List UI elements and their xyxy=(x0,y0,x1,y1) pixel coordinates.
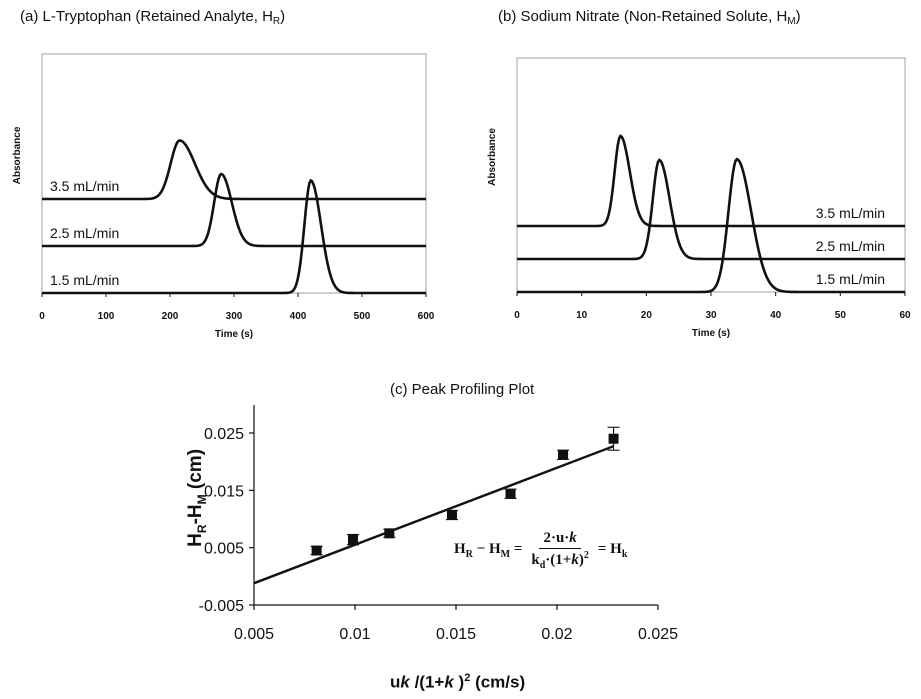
panel-a-xtick-label: 100 xyxy=(98,311,115,322)
panel-c-point xyxy=(506,489,516,499)
panel-c-ylabel: HR-HM (cm) xyxy=(185,449,209,547)
panel-b-xtick-label: 60 xyxy=(899,310,911,321)
panel-b-chart: 0 10 20 30 40 50 60 Time (s) Absorbance 3.5 mL/mi… xyxy=(487,58,911,339)
panel-b-frame xyxy=(517,58,905,292)
panel-b-xtick-label: 10 xyxy=(576,310,588,321)
panel-c-ytick-label: 0.005 xyxy=(204,541,244,558)
panel-b-xtick-label: 20 xyxy=(641,310,653,321)
panel-b-series-label: 3.5 mL/min xyxy=(816,205,885,221)
panel-b-xtick-label: 40 xyxy=(770,310,782,321)
panel-c-xlabel: uk /(1+k )2 (cm/s) xyxy=(390,672,525,693)
formula-fraction: 2·u·k kd·(1+k)2 xyxy=(527,530,592,571)
panel-a-xtick-label: 500 xyxy=(354,311,371,322)
panel-b-series-label: 1.5 mL/min xyxy=(816,271,885,287)
panel-a-series-label: 3.5 mL/min xyxy=(50,178,119,194)
panel-a-xtick-label: 600 xyxy=(418,311,435,322)
panel-c-ytick-label: 0.025 xyxy=(204,426,244,443)
panel-c-xtick-label: 0.01 xyxy=(339,626,370,643)
panel-a-frame xyxy=(42,54,426,293)
panel-c-xtick-label: 0.015 xyxy=(436,626,476,643)
panel-b-series-label: 2.5 mL/min xyxy=(816,238,885,254)
panel-c-chart: 0.005 0.01 0.015 0.02 0.025 -0.005 0.005 0.015 0… xyxy=(199,405,678,643)
panel-c-point xyxy=(384,528,394,538)
panel-b-xtick-label: 30 xyxy=(705,310,717,321)
panel-c-ytick-label: 0.015 xyxy=(204,483,244,500)
panel-a-ylabel: Absorbance xyxy=(12,126,23,184)
panel-a-series-label: 1.5 mL/min xyxy=(50,272,119,288)
panel-c-point xyxy=(558,450,568,460)
panel-c-point xyxy=(348,535,358,545)
panel-c-point xyxy=(447,510,457,520)
panel-a-chart: 0 100 200 300 400 500 600 Time (s) Absorbance 3.5… xyxy=(12,54,435,340)
formula-rhs: = Hk xyxy=(598,541,628,560)
panel-c-xtick-label: 0.005 xyxy=(234,626,274,643)
panel-a-xtick-label: 300 xyxy=(226,311,243,322)
panel-c-point xyxy=(312,546,322,556)
panel-c-xtick-label: 0.02 xyxy=(541,626,572,643)
panel-b-ylabel: Absorbance xyxy=(487,128,498,186)
panel-a-xlabel: Time (s) xyxy=(215,329,253,340)
formula-box: HR − HM = 2·u·k kd·(1+k)2 = Hk xyxy=(450,528,631,573)
panel-b-xtick-label: 50 xyxy=(835,310,847,321)
panel-a-xtick-label: 200 xyxy=(162,311,179,322)
formula-numerator: 2·u·k xyxy=(539,530,580,549)
panel-c-xtick-label: 0.025 xyxy=(638,626,678,643)
formula-lhs: HR − HM = xyxy=(454,541,522,560)
panel-b-xlabel: Time (s) xyxy=(692,328,730,339)
panel-a-xtick-label: 400 xyxy=(290,311,307,322)
panel-c-point xyxy=(609,434,619,444)
formula-denominator: kd·(1+k)2 xyxy=(527,549,592,571)
panel-c-ytick-label: -0.005 xyxy=(199,598,244,615)
panel-a-series-label: 2.5 mL/min xyxy=(50,225,119,241)
panel-a-xtick-label: 0 xyxy=(39,311,45,322)
panel-b-xtick-label: 0 xyxy=(514,310,520,321)
